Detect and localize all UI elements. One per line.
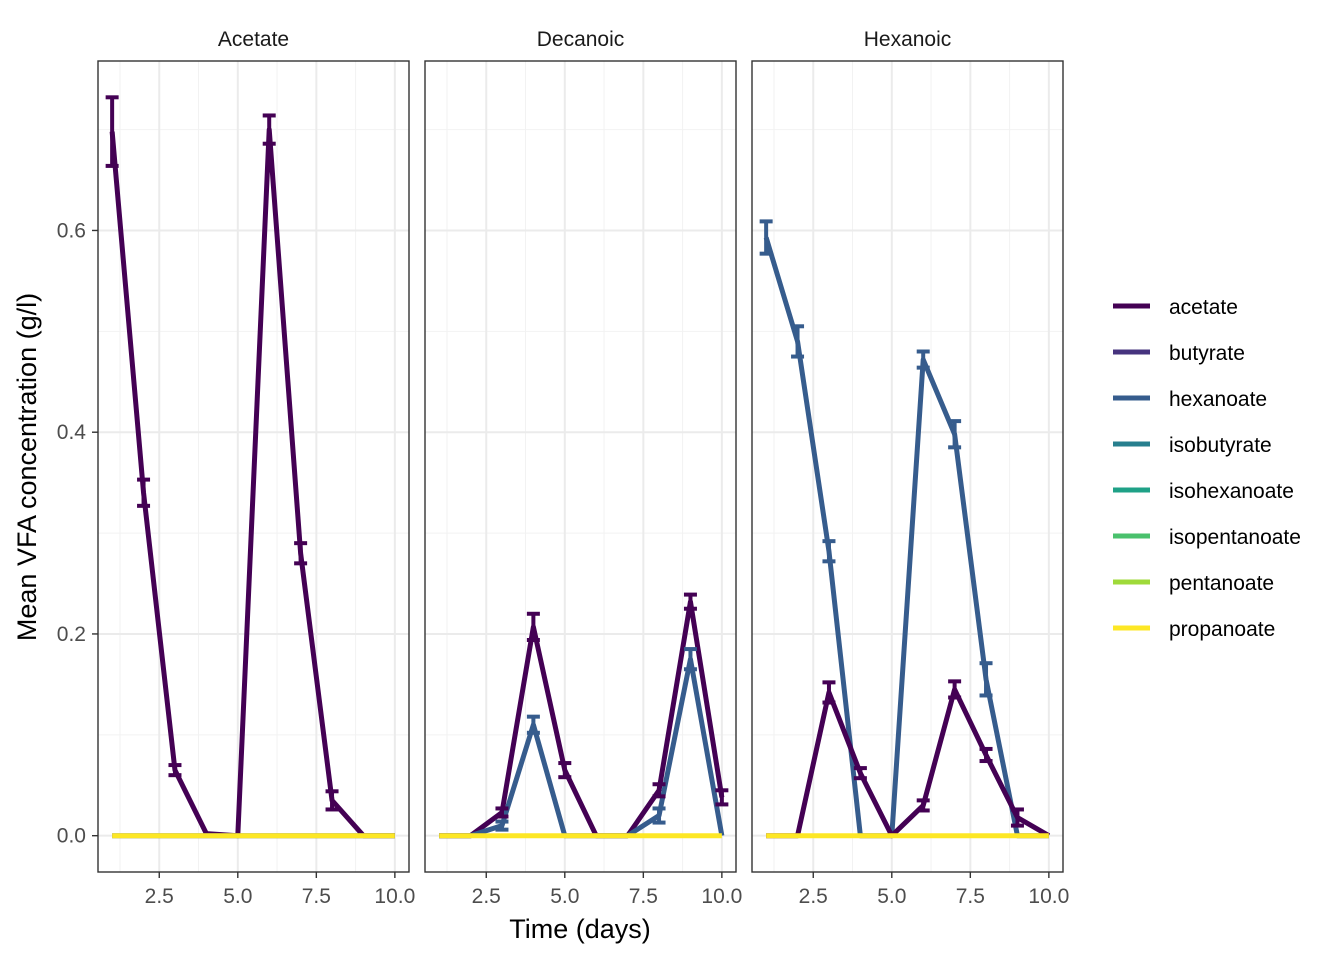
series-line-acetate	[766, 686, 1051, 839]
panels-layer: Acetate 2.5 5.0 7.5 10.0 Decanoic 2.5 5.0 7.5 10.…	[97, 28, 1069, 908]
panel-decanoic: Decanoic 2.5 5.0 7.5 10.0	[424, 28, 742, 908]
y-axis: 0.0 0.2 0.4 0.6	[57, 219, 98, 848]
error-bars	[105, 95, 339, 812]
panel-title: Hexanoic	[864, 28, 952, 51]
y-tick-label: 0.2	[57, 623, 86, 646]
panel-title: Decanoic	[537, 28, 625, 51]
x-tick-label: 7.5	[956, 885, 985, 908]
y-axis-title: Mean VFA concentration (g/l)	[12, 293, 42, 641]
x-tick-label: 2.5	[145, 885, 174, 908]
x-tick-label: 5.0	[877, 885, 906, 908]
x-axis-title: Time (days)	[509, 914, 651, 944]
x-tick-label: 10.0	[374, 885, 415, 908]
x-tick-label: 7.5	[629, 885, 658, 908]
legend-label-isohexanoate: isohexanoate	[1169, 480, 1294, 503]
grid-minor	[425, 61, 736, 872]
y-tick-label: 0.6	[57, 219, 86, 242]
legend-item-butyrate: butyrate	[1113, 342, 1245, 365]
x-tick-label: 5.0	[550, 885, 579, 908]
y-tick-label: 0.4	[57, 421, 87, 444]
x-axis: 2.5 5.0 7.5 10.0	[799, 872, 1069, 908]
panel-border	[751, 60, 1064, 873]
series-group	[763, 236, 1051, 839]
legend-label-acetate: acetate	[1169, 296, 1238, 319]
panel-border	[424, 60, 737, 873]
legend-label-propanoate: propanoate	[1169, 618, 1275, 641]
x-tick-label: 5.0	[223, 885, 252, 908]
panel-acetate: Acetate 2.5 5.0 7.5 10.0	[97, 28, 415, 908]
x-axis: 2.5 5.0 7.5 10.0	[472, 872, 742, 908]
x-tick-label: 10.0	[701, 885, 742, 908]
x-tick-label: 2.5	[472, 885, 501, 908]
error-bars	[759, 219, 1024, 828]
legend-item-isohexanoate: isohexanoate	[1113, 480, 1294, 503]
panel-border	[97, 60, 410, 873]
legend: acetate butyrate hexanoate isobutyrate isohe…	[1113, 296, 1301, 641]
legend-label-isobutyrate: isobutyrate	[1169, 434, 1272, 457]
series-group	[109, 127, 395, 839]
legend-item-isobutyrate: isobutyrate	[1113, 434, 1272, 457]
x-tick-label: 2.5	[799, 885, 828, 908]
grid-major	[425, 61, 736, 872]
legend-item-propanoate: propanoate	[1113, 618, 1275, 641]
series-line-hexanoate	[763, 236, 1049, 839]
legend-item-acetate: acetate	[1113, 296, 1238, 319]
panel-background	[752, 61, 1063, 872]
legend-item-pentanoate: pentanoate	[1113, 572, 1274, 595]
legend-label-isopentanoate: isopentanoate	[1169, 526, 1301, 549]
legend-label-butyrate: butyrate	[1169, 342, 1245, 365]
error-bars	[495, 592, 729, 832]
panel-background	[425, 61, 736, 872]
panel-title: Acetate	[218, 28, 289, 51]
x-axis: 2.5 5.0 7.5 10.0	[145, 872, 415, 908]
legend-label-pentanoate: pentanoate	[1169, 572, 1274, 595]
legend-item-hexanoate: hexanoate	[1113, 388, 1267, 411]
x-tick-label: 10.0	[1028, 885, 1069, 908]
series-line-acetate	[439, 599, 725, 839]
grid-minor	[752, 61, 1063, 872]
legend-item-isopentanoate: isopentanoate	[1113, 526, 1301, 549]
panel-hexanoic: Hexanoic 2.5 5.0 7.5 10.0	[751, 28, 1069, 908]
legend-label-hexanoate: hexanoate	[1169, 388, 1267, 411]
series-line-acetate	[109, 127, 395, 839]
y-tick-label: 0.0	[57, 825, 86, 848]
x-tick-label: 7.5	[302, 885, 331, 908]
series-group	[439, 599, 725, 839]
